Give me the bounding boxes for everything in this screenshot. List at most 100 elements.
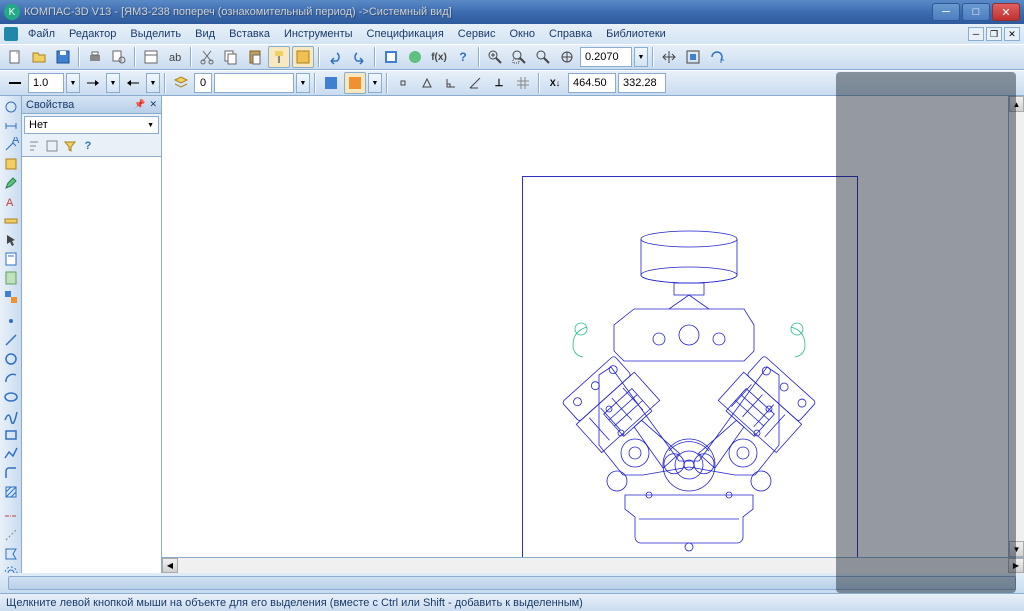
close-button[interactable]: ✕ [992, 3, 1020, 21]
menu-view[interactable]: Вид [189, 26, 221, 42]
zoom-prev-button[interactable] [532, 46, 554, 68]
menu-editor[interactable]: Редактор [63, 26, 122, 42]
tool-notation[interactable]: A [1, 136, 21, 154]
command-input-area[interactable] [8, 576, 1016, 590]
menu-service[interactable]: Сервис [452, 26, 502, 42]
new-button[interactable] [4, 46, 26, 68]
layer-name-input[interactable] [214, 73, 294, 93]
snap-mid-button[interactable] [416, 72, 438, 94]
mdi-restore-button[interactable]: ❐ [986, 27, 1002, 41]
menu-insert[interactable]: Вставка [223, 26, 276, 42]
redo-button[interactable] [348, 46, 370, 68]
tool-edit[interactable] [1, 174, 21, 192]
coord-y-input[interactable] [618, 73, 666, 93]
tool-rect[interactable] [1, 426, 21, 444]
panel-cat-icon[interactable] [44, 138, 60, 154]
panel-filter-icon[interactable] [62, 138, 78, 154]
tool-ellipse[interactable] [1, 388, 21, 406]
snap-end-button[interactable] [392, 72, 414, 94]
zoom-dropdown[interactable]: ▼ [634, 47, 648, 67]
horizontal-scrollbar[interactable]: ◀ ▶ [162, 557, 1024, 573]
style-button[interactable] [4, 72, 26, 94]
line-end2-dropdown[interactable]: ▼ [146, 73, 160, 93]
pan-button[interactable] [658, 46, 680, 68]
tool-spec[interactable] [1, 250, 21, 268]
tool-report[interactable] [1, 269, 21, 287]
menu-spec[interactable]: Спецификация [361, 26, 450, 42]
pin-icon[interactable]: 📌 [134, 99, 145, 110]
menu-file[interactable]: Файл [22, 26, 61, 42]
copy-button[interactable] [220, 46, 242, 68]
variables-button[interactable]: ab [164, 46, 186, 68]
line-width-input[interactable] [28, 73, 64, 93]
tool-parametric[interactable]: А [1, 193, 21, 211]
drawing-canvas[interactable] [162, 96, 1024, 557]
format-painter-button[interactable] [268, 46, 290, 68]
mdi-minimize-button[interactable]: ─ [968, 27, 984, 41]
layer-input[interactable] [194, 73, 212, 93]
tool-equidist[interactable] [1, 564, 21, 573]
scroll-up-button[interactable]: ▲ [1009, 96, 1024, 112]
open-button[interactable] [28, 46, 50, 68]
zoom-in-button[interactable] [484, 46, 506, 68]
menu-libs[interactable]: Библиотеки [600, 26, 672, 42]
hatch-button[interactable] [344, 72, 366, 94]
maximize-button[interactable]: □ [962, 3, 990, 21]
help-button[interactable]: ? [452, 46, 474, 68]
properties-combo[interactable]: Нет ▼ [24, 116, 159, 134]
print-button[interactable] [84, 46, 106, 68]
tool-fillet[interactable] [1, 464, 21, 482]
cut-button[interactable] [196, 46, 218, 68]
panel-help-icon[interactable]: ? [80, 138, 96, 154]
tool-construction[interactable] [1, 155, 21, 173]
properties-button[interactable] [140, 46, 162, 68]
menu-help[interactable]: Справка [543, 26, 598, 42]
fx-button[interactable]: f(x) [428, 46, 450, 68]
tool-insert[interactable] [1, 288, 21, 306]
tool-contour[interactable] [1, 545, 21, 563]
hscroll-track[interactable] [178, 558, 1008, 573]
minimize-button[interactable]: ─ [932, 3, 960, 21]
print-preview-button[interactable] [108, 46, 130, 68]
line-end2-button[interactable] [122, 72, 144, 94]
scroll-down-button[interactable]: ▼ [1009, 541, 1024, 557]
zoom-window-button[interactable] [508, 46, 530, 68]
line-width-dropdown[interactable]: ▼ [66, 73, 80, 93]
line-end1-dropdown[interactable]: ▼ [106, 73, 120, 93]
tool-circle[interactable] [1, 350, 21, 368]
hatch-dropdown[interactable]: ▼ [368, 73, 382, 93]
tool-hatch-fill[interactable] [1, 483, 21, 501]
tool-spline[interactable] [1, 407, 21, 425]
scroll-right-button[interactable]: ▶ [1008, 558, 1024, 573]
coord-x-input[interactable] [568, 73, 616, 93]
tool-dimension[interactable] [1, 117, 21, 135]
snap-perp-button[interactable] [440, 72, 462, 94]
select-mode-button[interactable] [292, 46, 314, 68]
tool-select[interactable] [1, 231, 21, 249]
zoom-value-input[interactable] [580, 47, 632, 67]
color-button[interactable] [320, 72, 342, 94]
menu-select[interactable]: Выделить [124, 26, 187, 42]
tool-axis[interactable] [1, 507, 21, 525]
save-button[interactable] [52, 46, 74, 68]
vscroll-track[interactable] [1009, 112, 1024, 541]
menu-tools[interactable]: Инструменты [278, 26, 359, 42]
tool-point[interactable] [1, 312, 21, 330]
zoom-fit-button[interactable] [682, 46, 704, 68]
tool-polyline[interactable] [1, 445, 21, 463]
menu-window[interactable]: Окно [503, 26, 541, 42]
layer-dropdown[interactable]: ▼ [296, 73, 310, 93]
redraw-button[interactable] [706, 46, 728, 68]
layer-button[interactable] [170, 72, 192, 94]
manager-button[interactable] [380, 46, 402, 68]
tool-line[interactable] [1, 331, 21, 349]
tool-aux[interactable] [1, 526, 21, 544]
panel-sort-icon[interactable] [26, 138, 42, 154]
mdi-close-button[interactable]: ✕ [1004, 27, 1020, 41]
library-button[interactable] [404, 46, 426, 68]
snap-angle-button[interactable] [464, 72, 486, 94]
vertical-scrollbar[interactable]: ▲ ▼ [1008, 96, 1024, 557]
scroll-left-button[interactable]: ◀ [162, 558, 178, 573]
undo-button[interactable] [324, 46, 346, 68]
panel-close-icon[interactable]: ✕ [149, 99, 157, 110]
